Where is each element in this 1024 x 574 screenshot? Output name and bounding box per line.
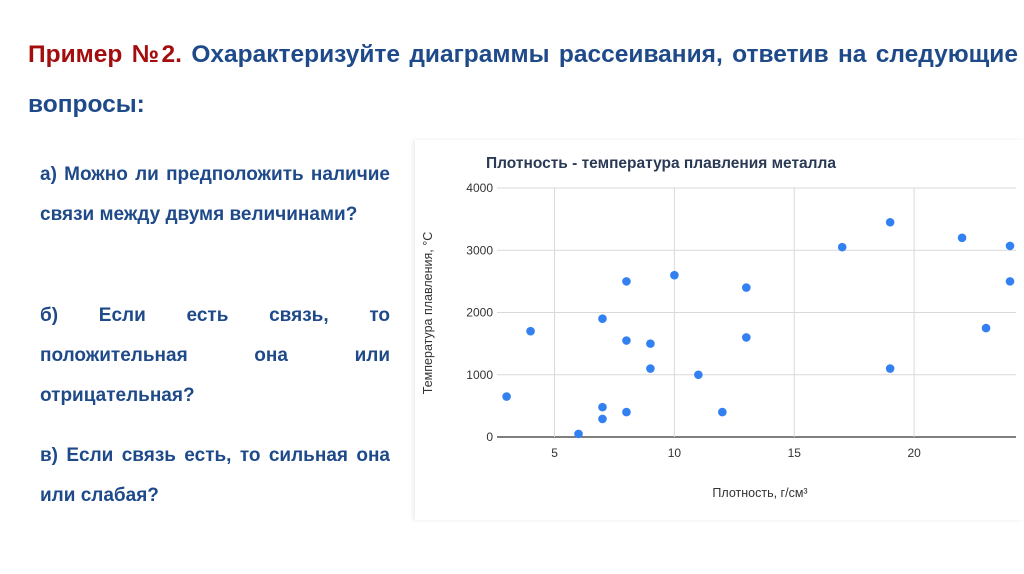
y-axis-label: Температура плавления, °С [421, 232, 435, 394]
data-point [622, 277, 631, 286]
data-point [885, 364, 895, 373]
data-point [622, 336, 631, 345]
x-tick-label: 5 [551, 446, 558, 460]
y-tick-label: 0 [486, 430, 493, 444]
y-tick-label: 2000 [466, 306, 493, 320]
data-point [981, 323, 991, 333]
data-point [837, 242, 847, 252]
data-point [694, 370, 703, 380]
data-point [670, 270, 679, 280]
data-point [502, 392, 511, 401]
data-point [598, 402, 607, 412]
x-tick-label: 10 [668, 446, 682, 460]
data-point [718, 407, 727, 417]
chart-container [415, 140, 1024, 520]
y-tick-label: 1000 [466, 368, 493, 382]
data-point [526, 326, 535, 336]
data-point [1005, 241, 1015, 251]
question-b: б) Если есть связь, то положительная она… [40, 305, 390, 406]
y-tick-label: 3000 [466, 243, 493, 257]
question-a: а) Можно ли предположить наличие связи м… [40, 164, 390, 225]
data-point [885, 217, 895, 227]
data-point [646, 339, 655, 348]
title-prefix: Пример №2. [28, 41, 182, 68]
data-point [598, 314, 607, 324]
question-c: в) Если связь есть, то сильная она или с… [40, 445, 390, 506]
data-point [1005, 277, 1015, 286]
data-point [598, 414, 607, 424]
x-tick-label: 15 [788, 446, 802, 460]
x-axis-label: Плотность, г/см³ [712, 486, 807, 500]
data-point [646, 364, 655, 373]
title-text: Охарактеризуйте диаграммы рассеивания, о… [28, 41, 1018, 118]
data-point [742, 333, 751, 342]
x-tick-label: 20 [907, 446, 921, 460]
y-tick-label: 4000 [466, 181, 493, 195]
data-point [622, 407, 631, 417]
chart-title: Плотность - температура плавления металл… [486, 155, 836, 172]
data-point [574, 429, 583, 439]
data-point [957, 233, 967, 243]
slide-title: Пример №2. Охарактеризуйте диаграммы рас… [28, 30, 1018, 130]
data-point [742, 283, 751, 292]
